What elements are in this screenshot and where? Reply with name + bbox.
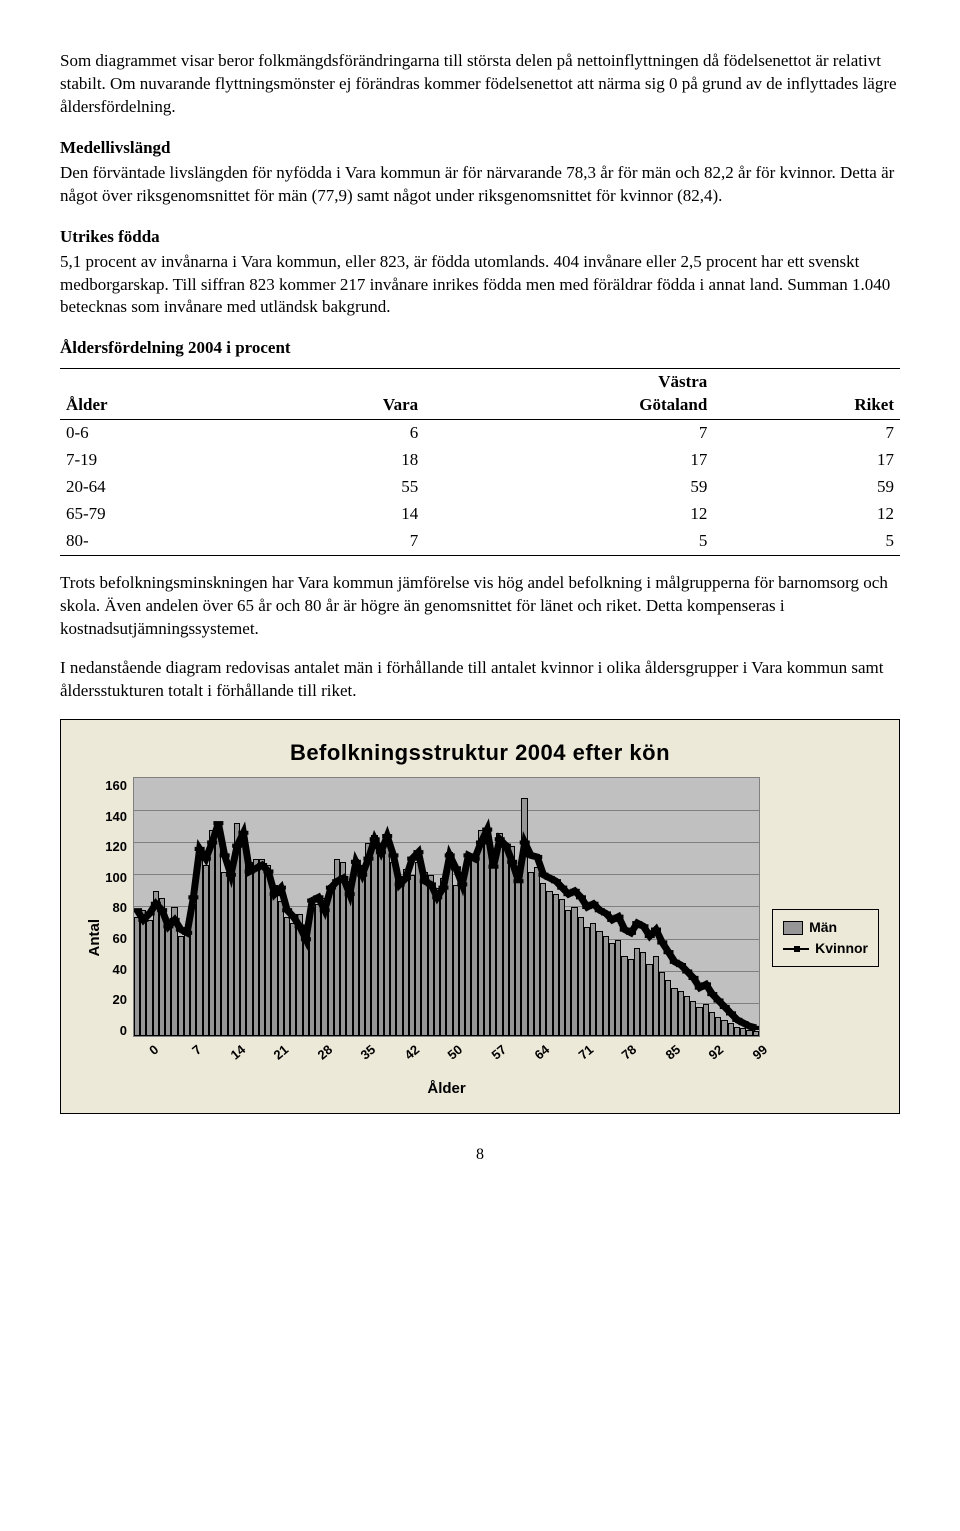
chart-plot-area (133, 777, 760, 1037)
col-riket: Riket (713, 369, 900, 420)
table-row: 65-79141212 (60, 501, 900, 528)
legend-label-men: Män (809, 918, 837, 937)
chart-xticks: 0714212835425057647178859299 (133, 1037, 760, 1059)
page-number: 8 (60, 1144, 900, 1166)
table-row: 0-6677 (60, 420, 900, 447)
chart-yticks: 160140120100806040200 (105, 777, 133, 1039)
legend-label-women: Kvinnor (815, 939, 868, 958)
col-vg: Västra Götaland (424, 369, 713, 420)
chart-title: Befolkningsstruktur 2004 efter kön (81, 738, 879, 768)
paragraph-intro: Som diagrammet visar beror folkmängdsför… (60, 50, 900, 119)
table-row: 80-755 (60, 528, 900, 555)
chart-legend: Män Kvinnor (772, 909, 879, 967)
heading-utrikes: Utrikes födda (60, 226, 900, 249)
paragraph-after-table-2: I nedanstående diagram redovisas antalet… (60, 657, 900, 703)
legend-swatch-men (783, 921, 803, 935)
paragraph-medellivslangd: Den förväntade livslängden för nyfödda i… (60, 162, 900, 208)
chart-xlabel: Ålder (133, 1079, 760, 1099)
heading-medellivslangd: Medellivslängd (60, 137, 900, 160)
population-chart: Befolkningsstruktur 2004 efter kön Antal… (60, 719, 900, 1114)
paragraph-utrikes: 5,1 procent av invånarna i Vara kommun, … (60, 251, 900, 320)
chart-line-women (134, 778, 759, 1036)
paragraph-after-table-1: Trots befolkningsminskningen har Vara ko… (60, 572, 900, 641)
table-row: 20-64555959 (60, 474, 900, 501)
age-distribution-table: Ålder Vara Västra Götaland Riket 0-66777… (60, 368, 900, 556)
table-row: 7-19181717 (60, 447, 900, 474)
heading-aldersfordelning: Åldersfördelning 2004 i procent (60, 337, 900, 360)
col-vara: Vara (253, 369, 424, 420)
chart-ylabel: Antal (81, 919, 105, 957)
col-alder: Ålder (60, 369, 253, 420)
legend-swatch-women (783, 948, 809, 950)
